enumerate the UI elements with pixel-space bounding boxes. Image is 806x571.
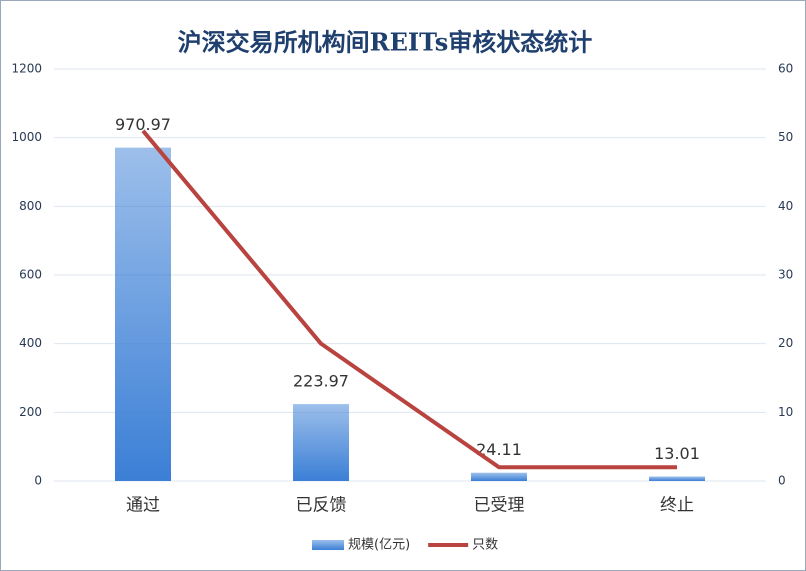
legend-label: 只数 <box>472 538 498 553</box>
y2-tick-label: 30 <box>778 268 793 282</box>
y-tick-label: 800 <box>19 199 42 213</box>
y2-tick-label: 0 <box>778 474 786 488</box>
data-label: 13.01 <box>654 444 700 463</box>
legend-label: 规模(亿元) <box>348 538 410 553</box>
line <box>141 129 677 470</box>
x-tick-label: 终止 <box>660 496 694 516</box>
bar <box>649 476 705 481</box>
y-tick-label: 200 <box>19 405 42 419</box>
bar <box>471 472 527 481</box>
legend-swatch <box>312 540 344 550</box>
x-tick-label: 已受理 <box>474 496 525 516</box>
y2-tick-label: 10 <box>778 405 793 419</box>
y-tick-label: 0 <box>34 474 42 488</box>
x-tick-label: 通过 <box>126 496 160 516</box>
y2-tick-label: 20 <box>778 336 793 350</box>
y2-tick-label: 60 <box>778 62 793 76</box>
y-tick-label: 400 <box>19 336 42 350</box>
data-label: 970.97 <box>115 115 171 134</box>
chart-title: 沪深交易所机构间REITs审核状态统计 <box>178 28 593 57</box>
y2-tick-label: 50 <box>778 130 793 144</box>
data-label: 223.97 <box>293 372 349 391</box>
x-tick-label: 已反馈 <box>296 496 347 516</box>
y-tick-label: 600 <box>19 268 42 282</box>
y-tick-label: 1200 <box>11 62 42 76</box>
data-label: 24.11 <box>476 440 522 459</box>
bar <box>293 404 349 481</box>
y2-tick-label: 40 <box>778 199 793 213</box>
y-tick-label: 1000 <box>11 130 42 144</box>
bar <box>115 147 171 481</box>
